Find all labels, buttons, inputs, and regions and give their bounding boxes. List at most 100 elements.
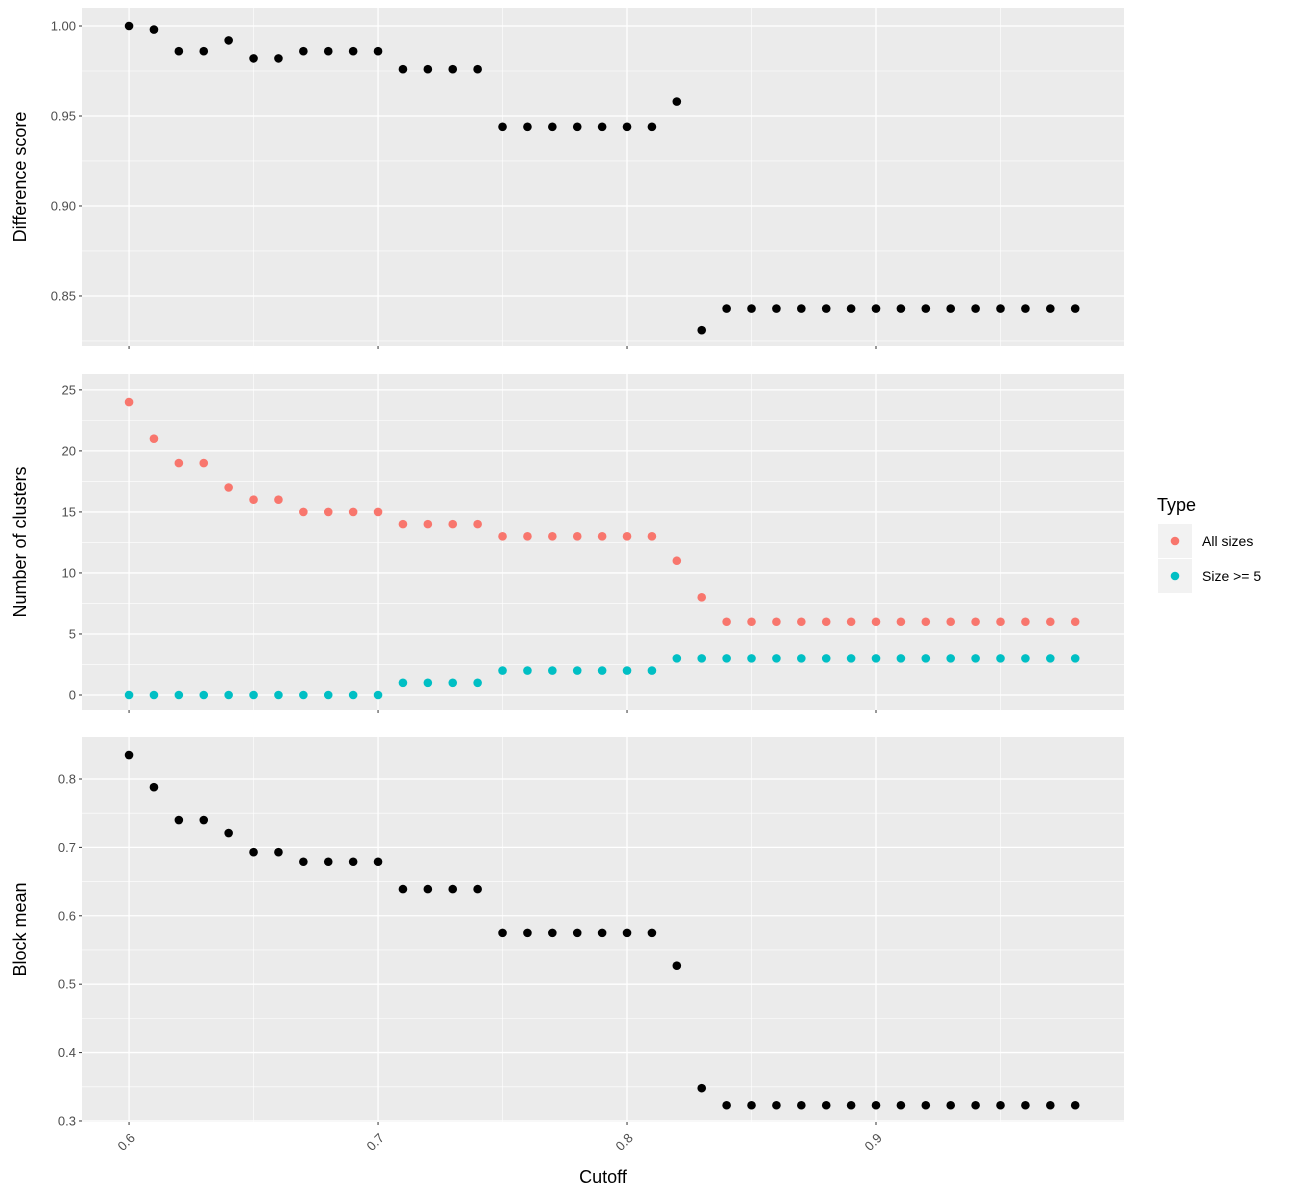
legend-marker-size-5 <box>1170 571 1180 581</box>
data-point <box>149 25 159 34</box>
data-point <box>249 690 258 700</box>
data-point <box>124 750 134 760</box>
data-point <box>1070 1100 1080 1110</box>
data-point <box>821 617 831 627</box>
y-axis-title: Number of clusters <box>10 466 30 617</box>
data-point <box>871 304 881 313</box>
data-point <box>473 64 482 74</box>
data-point <box>971 1100 980 1110</box>
y-tick-label: 1.00 <box>51 18 76 33</box>
legend-label-all-sizes: All sizes <box>1202 533 1253 549</box>
data-point <box>224 36 233 45</box>
data-point <box>672 654 682 663</box>
data-point <box>722 304 731 313</box>
data-point <box>1046 1100 1055 1110</box>
data-point <box>647 532 657 541</box>
data-point <box>199 815 209 825</box>
data-point <box>323 46 333 56</box>
data-point <box>149 690 159 700</box>
x-axis-title: Cutoff <box>579 1167 628 1187</box>
y-tick-label: 25 <box>62 382 76 397</box>
data-point <box>448 884 458 894</box>
data-point <box>1046 654 1055 663</box>
data-point <box>871 1100 881 1110</box>
data-point <box>747 1100 756 1110</box>
data-point <box>772 304 781 313</box>
data-point <box>299 690 308 700</box>
data-point <box>797 304 806 313</box>
data-point <box>722 654 731 663</box>
y-tick-label: 0.5 <box>58 977 76 992</box>
y-tick-label: 10 <box>62 565 76 580</box>
data-point <box>274 54 283 63</box>
panel-background <box>82 8 1124 346</box>
data-point <box>373 46 383 56</box>
x-tick-label: 0.7 <box>364 1130 387 1153</box>
data-point <box>224 828 233 838</box>
data-point <box>722 617 731 627</box>
data-point <box>174 690 184 700</box>
data-point <box>249 54 258 63</box>
data-point <box>846 617 856 627</box>
data-point <box>971 304 980 313</box>
data-point <box>672 961 682 971</box>
data-point <box>348 857 358 867</box>
data-point <box>622 122 632 132</box>
y-tick-label: 0.90 <box>51 198 76 213</box>
data-point <box>548 666 557 675</box>
y-tick-label: 0.3 <box>58 1113 76 1128</box>
data-point <box>373 857 383 867</box>
data-point <box>523 928 532 938</box>
data-point <box>498 532 507 541</box>
data-point <box>498 928 507 938</box>
data-point <box>572 666 582 675</box>
data-point <box>846 304 856 313</box>
data-point <box>1021 304 1030 313</box>
data-point <box>821 654 831 663</box>
data-point <box>199 690 209 700</box>
data-point <box>149 782 159 792</box>
data-point <box>398 678 408 688</box>
data-point <box>921 304 931 313</box>
data-point <box>946 1100 956 1110</box>
y-tick-label: 5 <box>69 626 76 641</box>
data-point <box>373 507 383 517</box>
panel-background <box>82 374 1124 710</box>
data-point <box>1070 304 1080 313</box>
data-point <box>348 690 358 700</box>
data-point <box>473 884 482 894</box>
panel-3: 0.3 0.4 0.5 0.6 0.7 0.8 0.6 0.7 0.8 0.9 Block mean <box>10 737 1124 1154</box>
data-point <box>224 483 233 492</box>
data-point <box>1021 617 1030 627</box>
data-point <box>772 1100 781 1110</box>
data-point <box>1046 617 1055 627</box>
data-point <box>174 458 184 468</box>
data-point <box>946 617 956 627</box>
data-point <box>871 654 881 663</box>
data-point <box>323 857 333 867</box>
data-point <box>448 64 458 74</box>
data-point <box>572 122 582 132</box>
legend-title: Type <box>1157 495 1196 515</box>
panel-2: 0 5 10 15 20 25 Number of clusters <box>10 374 1124 713</box>
data-point <box>697 654 707 663</box>
legend-marker-all-sizes <box>1170 536 1180 546</box>
y-tick-label: 0.95 <box>51 108 76 123</box>
data-point <box>722 1100 731 1110</box>
data-point <box>323 690 333 700</box>
y-tick-label: 0.6 <box>58 908 76 923</box>
data-point <box>797 617 806 627</box>
data-point <box>1021 1100 1030 1110</box>
data-point <box>896 304 906 313</box>
data-point <box>871 617 881 627</box>
data-point <box>647 928 657 938</box>
data-point <box>772 617 781 627</box>
data-point <box>996 617 1005 627</box>
data-point <box>672 97 682 106</box>
data-point <box>124 397 134 407</box>
data-point <box>348 507 358 517</box>
data-point <box>299 507 308 517</box>
legend-label-size-5: Size >= 5 <box>1202 568 1261 584</box>
data-point <box>946 654 956 663</box>
y-axis-title: Block mean <box>10 882 30 976</box>
